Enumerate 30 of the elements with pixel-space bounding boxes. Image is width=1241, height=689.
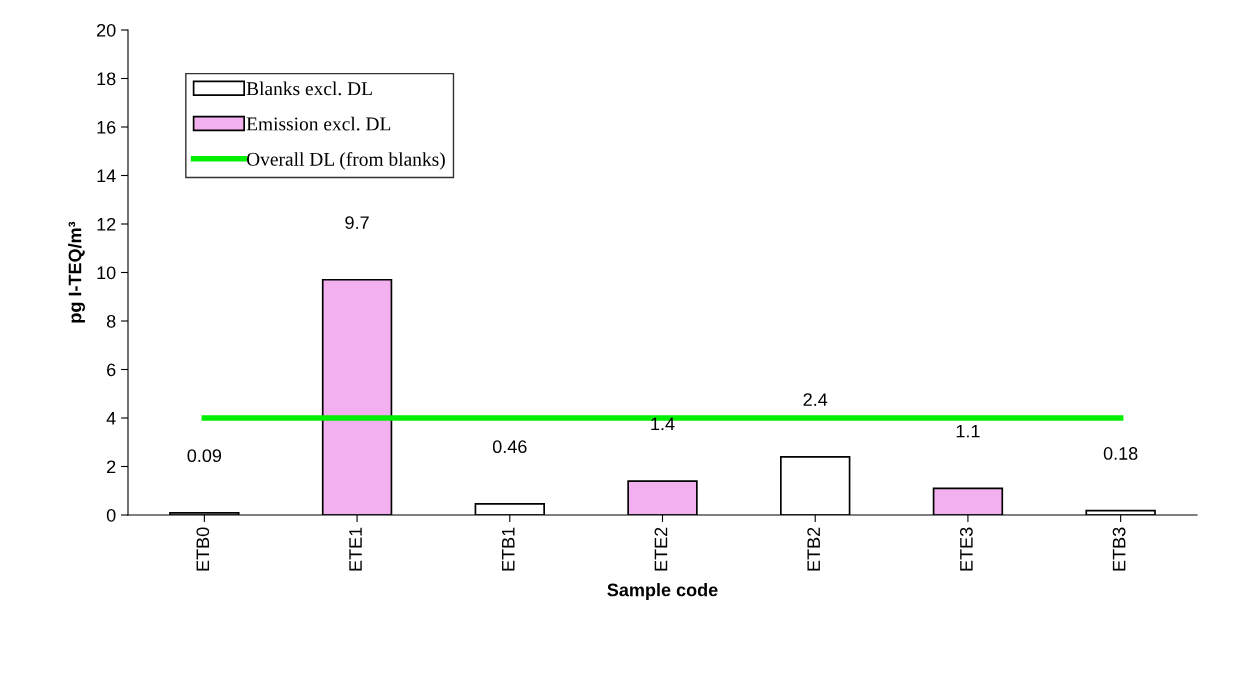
y-tick-label: 18 bbox=[97, 72, 116, 86]
x-tick-label: ETE1 bbox=[349, 527, 362, 571]
text: 0.46 bbox=[492, 440, 527, 454]
y-tick-label: 16 bbox=[97, 120, 116, 134]
text: 1.1 bbox=[956, 424, 980, 438]
y-tick-label: 14 bbox=[97, 169, 116, 183]
y-tick-label: 8 bbox=[106, 314, 116, 328]
legend-label: Emission excl. DL bbox=[246, 116, 391, 131]
y-tick-label: 10 bbox=[97, 266, 116, 280]
x-tick-label: ETB0 bbox=[196, 527, 210, 571]
y-tick-label: 6 bbox=[107, 363, 116, 377]
legend-label: Overall DL (from blanks) bbox=[246, 151, 445, 170]
y-tick-label: 12 bbox=[97, 217, 116, 231]
x-tick-label: ETB1 bbox=[502, 527, 515, 571]
text: 0.18 bbox=[1103, 447, 1138, 460]
x-tick-label: ETB3 bbox=[1112, 527, 1126, 571]
text: 9.7 bbox=[345, 216, 369, 229]
y-axis-title: pg I-TEQ/m³ bbox=[68, 221, 85, 323]
text: 2.4 bbox=[803, 393, 828, 406]
x-axis-title: Sample code bbox=[607, 583, 718, 600]
y-tick-label: 0 bbox=[106, 508, 116, 522]
x-tick-label: ETE3 bbox=[959, 527, 973, 571]
text: 1.4 bbox=[651, 417, 675, 431]
y-tick-label: 4 bbox=[106, 412, 116, 425]
legend-label: Blanks excl. DL bbox=[246, 81, 372, 96]
x-tick-label: ETE2 bbox=[654, 527, 668, 571]
y-tick-label: 20 bbox=[97, 23, 116, 37]
y-tick-label: 2 bbox=[107, 460, 116, 474]
text: 0.09 bbox=[187, 449, 222, 463]
x-tick-label: ETB2 bbox=[807, 527, 820, 571]
